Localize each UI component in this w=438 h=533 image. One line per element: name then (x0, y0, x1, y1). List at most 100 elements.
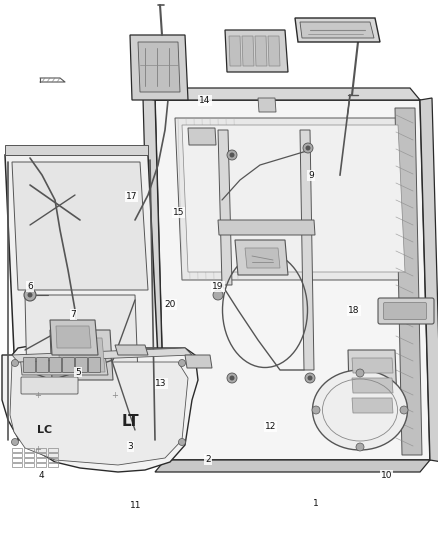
Bar (48, 463, 58, 467)
Bar (48, 453, 58, 457)
FancyBboxPatch shape (88, 358, 100, 373)
Ellipse shape (312, 370, 407, 450)
Bar (12, 453, 22, 457)
Text: 10: 10 (381, 471, 392, 480)
Polygon shape (352, 378, 393, 393)
Text: 5: 5 (75, 368, 81, 376)
Text: 15: 15 (173, 208, 184, 216)
Text: 6: 6 (27, 282, 33, 291)
FancyBboxPatch shape (75, 358, 88, 373)
FancyBboxPatch shape (49, 358, 61, 373)
Circle shape (230, 376, 234, 381)
Polygon shape (58, 338, 105, 372)
Polygon shape (185, 355, 212, 368)
Text: +: + (112, 391, 118, 400)
Bar (36, 453, 46, 457)
FancyBboxPatch shape (63, 358, 74, 373)
Polygon shape (12, 162, 148, 290)
Text: 13: 13 (155, 379, 167, 388)
Text: 3: 3 (127, 442, 134, 451)
Text: LC: LC (37, 425, 53, 435)
Polygon shape (20, 355, 108, 375)
Bar (24, 463, 34, 467)
Polygon shape (245, 248, 280, 268)
Text: 18: 18 (348, 306, 360, 314)
FancyBboxPatch shape (384, 303, 427, 319)
Text: 4: 4 (39, 471, 44, 480)
Polygon shape (218, 220, 315, 235)
Circle shape (356, 369, 364, 377)
Polygon shape (130, 35, 188, 100)
Polygon shape (225, 30, 288, 72)
Polygon shape (145, 88, 420, 100)
Text: 2: 2 (205, 455, 211, 464)
Polygon shape (268, 36, 280, 66)
Polygon shape (56, 326, 91, 348)
Polygon shape (2, 345, 198, 472)
Bar (36, 448, 46, 452)
Polygon shape (300, 130, 314, 370)
Polygon shape (348, 350, 398, 430)
Polygon shape (300, 22, 374, 38)
Circle shape (303, 143, 313, 153)
Polygon shape (218, 130, 232, 285)
Polygon shape (235, 240, 288, 275)
Polygon shape (175, 118, 412, 280)
Text: 14: 14 (199, 96, 211, 104)
Text: +: + (35, 446, 42, 455)
Polygon shape (295, 18, 380, 42)
FancyBboxPatch shape (378, 298, 434, 324)
Polygon shape (115, 345, 148, 355)
Polygon shape (188, 128, 216, 145)
Polygon shape (50, 320, 98, 355)
Bar (12, 448, 22, 452)
Circle shape (11, 359, 18, 367)
Circle shape (312, 406, 320, 414)
Text: 1: 1 (312, 499, 318, 508)
Polygon shape (155, 460, 430, 472)
Circle shape (227, 150, 237, 160)
Text: 19: 19 (212, 282, 224, 291)
Bar (24, 458, 34, 462)
Polygon shape (258, 98, 276, 112)
Circle shape (400, 406, 408, 414)
Polygon shape (143, 98, 165, 462)
Polygon shape (138, 42, 180, 92)
Text: 20: 20 (164, 301, 176, 309)
Bar (36, 458, 46, 462)
Polygon shape (242, 36, 254, 66)
Bar (48, 448, 58, 452)
Polygon shape (182, 125, 405, 272)
Polygon shape (10, 362, 188, 465)
Circle shape (227, 373, 237, 383)
Polygon shape (12, 348, 192, 362)
Bar (12, 458, 22, 462)
Polygon shape (352, 398, 393, 413)
Circle shape (305, 373, 315, 383)
FancyBboxPatch shape (36, 358, 49, 373)
Polygon shape (155, 100, 430, 460)
Circle shape (179, 359, 186, 367)
Circle shape (11, 439, 18, 446)
Polygon shape (5, 155, 162, 440)
FancyBboxPatch shape (24, 358, 35, 373)
Text: 9: 9 (308, 172, 314, 180)
Circle shape (28, 293, 32, 297)
Polygon shape (25, 295, 140, 430)
Text: 12: 12 (265, 422, 276, 431)
Circle shape (356, 443, 364, 451)
Polygon shape (5, 145, 148, 155)
Text: +: + (35, 391, 42, 400)
Bar (24, 453, 34, 457)
Bar (36, 463, 46, 467)
Polygon shape (50, 330, 113, 380)
Polygon shape (255, 36, 267, 66)
Circle shape (213, 290, 223, 300)
Circle shape (307, 376, 312, 381)
Text: 7: 7 (71, 310, 77, 319)
Polygon shape (395, 108, 422, 455)
Circle shape (24, 289, 36, 301)
Bar (24, 448, 34, 452)
Circle shape (179, 439, 186, 446)
Bar (12, 463, 22, 467)
